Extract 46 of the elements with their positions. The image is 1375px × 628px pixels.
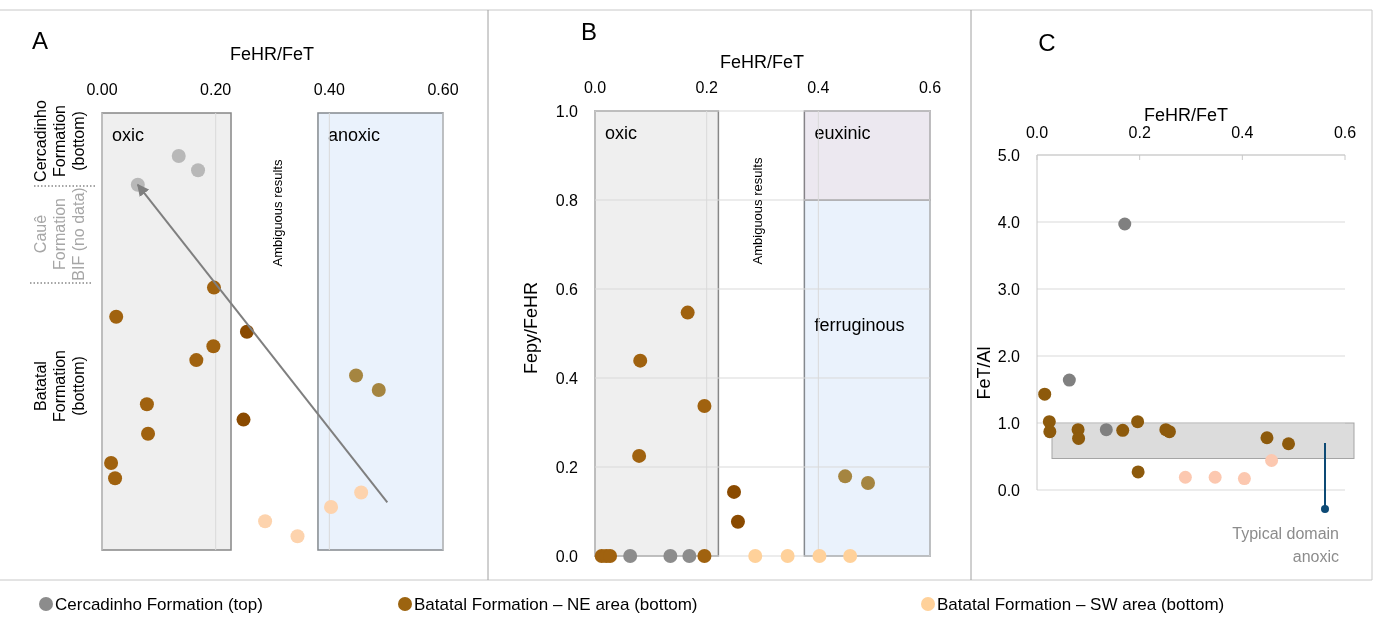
y-tick-label: 2.0 [997,347,1021,365]
y-tick-label: 0.2 [555,458,579,476]
chart-title: C [1038,29,1056,56]
x-tick-label: 0.0 [583,79,607,96]
x-tick-label: 0.6 [1333,124,1357,141]
legend-label: Cercadinho Formation (top) [55,594,263,614]
x-tick-label: 0.0 [1025,124,1049,141]
x-axis-title: FeHR/FeT [229,44,315,64]
x-tick-label: 0.20 [200,81,232,98]
text: Typical domain anoxic [1232,525,1339,565]
y-tick-label: 0.4 [555,369,579,387]
band-label: ferruginous [814,314,905,335]
y-tick-label: 0.0 [555,547,579,565]
y-axis-title: Fepy/FeHR [521,281,541,375]
y-tick-label: 0.8 [555,191,579,209]
chart-title: A [31,27,49,54]
x-tick-label: 0.2 [695,79,718,96]
y-tick-label: 4.0 [997,213,1021,231]
y-tick-label: 1.0 [997,414,1021,432]
y-tick-label: 0.0 [997,481,1021,499]
x-tick-label: 0.6 [918,79,942,96]
x-tick-label: 0.60 [427,81,459,98]
x-tick-label: 0.2 [1128,124,1151,141]
y-tick-label: 3.0 [997,280,1021,298]
chart-title: B [580,18,598,45]
x-tick-label: 0.40 [313,81,346,98]
band-label: anoxic [327,125,380,145]
legend-label: Batatal Formation – NE area (bottom) [414,594,698,614]
y-axis-title: FeT/Al [974,346,994,400]
y-tick-label: 0.6 [555,280,579,298]
x-tick-label: 0.00 [86,81,118,98]
x-tick-label: 0.4 [807,79,830,96]
annotation: Ambiguous results [269,159,285,267]
band-label: euxinic [814,123,871,143]
text: Batatal Formation (bottom) [31,349,87,423]
x-axis-title: FeHR/FeT [1143,105,1229,125]
y-tick-label: 1.0 [555,102,579,120]
x-axis-title: FeHR/FeT [719,52,805,72]
text: Cauê Formation BIF (no data) [31,187,87,281]
band-label: oxic [605,123,638,143]
text: Cercadinho Formation (bottom) [31,99,87,182]
legend-label: Batatal Formation – SW area (bottom) [937,594,1225,614]
y-tick-label: 5.0 [997,146,1021,164]
band-label: oxic [112,125,145,145]
annotation: Ambiguous results [749,157,765,265]
x-tick-label: 0.4 [1231,124,1254,141]
